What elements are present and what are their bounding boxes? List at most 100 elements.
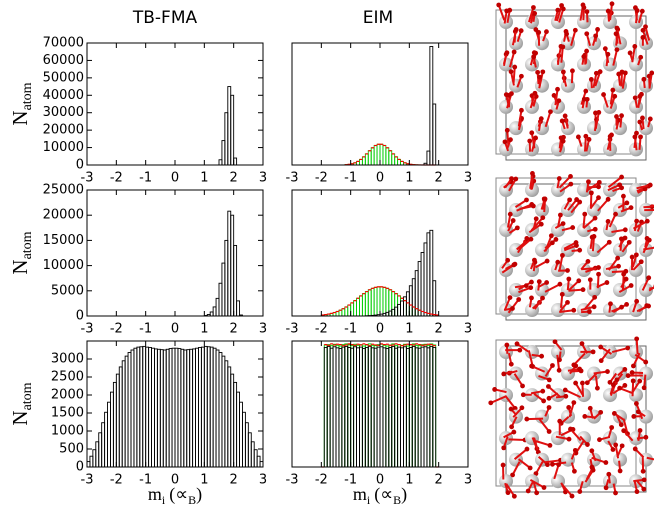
y-label-main: N [8, 410, 32, 425]
spin-arrow-head [508, 137, 513, 143]
spin-arrow-head [505, 257, 511, 263]
spin-arrow-head [572, 27, 578, 33]
atom [509, 283, 523, 297]
y-axis-label: Natom [8, 382, 35, 425]
spin-arrow-head [640, 115, 645, 121]
spin-arrow-head [641, 477, 647, 483]
cell-box [495, 177, 637, 315]
x-axis-label: mi (∝B) [148, 484, 202, 507]
spin-arrow-head [642, 186, 648, 192]
spin-arrow [490, 395, 507, 404]
spin-arrow-head [557, 357, 562, 363]
spin-arrow-head [634, 218, 640, 224]
spin-arrow-head [634, 401, 639, 406]
x-axis-label: mi (∝B) [353, 484, 407, 507]
spin-arrow-head [555, 259, 561, 265]
spin-arrow-head [611, 411, 617, 416]
spin-arrow-head [593, 33, 599, 39]
spin-arrow-head [626, 239, 632, 245]
spin-arrow-head [518, 28, 524, 34]
x-tick-label: 1 [405, 171, 413, 186]
spin-arrow-head [584, 48, 589, 54]
spin-arrow-head [640, 27, 646, 33]
x-tick-label: -1 [139, 473, 152, 488]
spin-arrow-head [637, 93, 643, 99]
panel: -3 -2 -1 0 1 2 3 0 500 1000 1500 2000 2500 3000 Natom m… [8, 340, 267, 507]
spin-arrow-head [536, 30, 542, 35]
spin-arrow-head [595, 27, 600, 32]
spin-arrow [609, 3, 613, 21]
spin-arrow-head [568, 181, 574, 187]
spin-arrow-head [598, 409, 604, 415]
x-tick-label: 0 [171, 473, 179, 488]
column-title: EIM [363, 8, 393, 28]
spin-arrow-head [637, 428, 643, 433]
spin-arrow-head [592, 215, 598, 221]
spin-arrow-head [606, 471, 612, 477]
spin-arrow-head [569, 493, 575, 499]
spin-arrow-head [560, 221, 566, 227]
spin-arrow [508, 438, 526, 441]
spin-arrow-head [634, 8, 640, 13]
spin-arrow-head [500, 462, 506, 468]
spin-arrow [594, 71, 602, 87]
y-tick-label: 15000 [43, 233, 84, 248]
spin-arrow-head [643, 434, 649, 440]
spin-arrow-head [532, 90, 538, 96]
spin-arrow-head [511, 49, 517, 55]
spin-arrow-head [613, 211, 618, 217]
x-tick-label: 2 [435, 322, 443, 337]
spin-arrow-head [603, 460, 609, 465]
spin-arrow [597, 198, 609, 212]
spin-arrow-head [593, 70, 599, 76]
spin-arrow-head [562, 113, 568, 119]
spin-arrow-head [537, 74, 543, 80]
spin-arrow-head [511, 493, 517, 499]
x-tick-label: 2 [435, 473, 443, 488]
spin-arrow-head [584, 9, 590, 15]
spin-arrow-head [565, 268, 570, 273]
spin-arrow-head [550, 363, 555, 368]
spin-arrow-head [633, 252, 639, 258]
spin-arrow-head [530, 171, 535, 176]
x-tick-label: -2 [315, 171, 328, 186]
spin-arrow-head [550, 461, 555, 467]
spin-arrow-head [621, 271, 627, 277]
spin-arrow [511, 461, 521, 476]
spin-arrow-head [605, 8, 611, 14]
spin-arrow-head [529, 295, 534, 301]
spin-arrow-head [607, 379, 613, 385]
spin-arrow-head [596, 184, 601, 190]
spin-arrow-head [589, 234, 595, 240]
spin-arrow-head [560, 138, 566, 144]
spin-arrow [612, 49, 618, 66]
spin-arrow-head [617, 468, 623, 474]
spin-arrow [596, 241, 610, 254]
atom [525, 345, 539, 359]
spin-arrow-head [527, 465, 533, 471]
spin-arrow-head [563, 393, 569, 399]
spin-arrow-head [509, 176, 514, 182]
spin-arrow-head [608, 301, 613, 307]
atom [499, 99, 513, 114]
spin-arrow-head [643, 359, 649, 365]
spin-arrow-head [598, 358, 604, 364]
spin-arrow-head [546, 429, 552, 434]
x-tick-label: -3 [81, 171, 94, 186]
spin-arrow-head [597, 437, 602, 443]
spin-arrow-head [614, 47, 620, 53]
spin-arrow-head [541, 485, 547, 490]
spin-arrow-head [575, 134, 581, 140]
spin-arrow-head [571, 400, 577, 406]
spin-arrow-head [528, 285, 534, 291]
spin-arrow-head [558, 212, 563, 218]
y-tick-label: 1500 [51, 406, 84, 421]
y-axis-label: Natom [8, 82, 35, 125]
spin-arrow-head [556, 462, 562, 468]
atom [577, 431, 591, 446]
spin-arrow-head [577, 247, 583, 253]
spin-arrow-head [579, 341, 585, 347]
atom [587, 121, 601, 136]
x-tick-label: -1 [139, 322, 152, 337]
spin-arrow [529, 92, 536, 109]
